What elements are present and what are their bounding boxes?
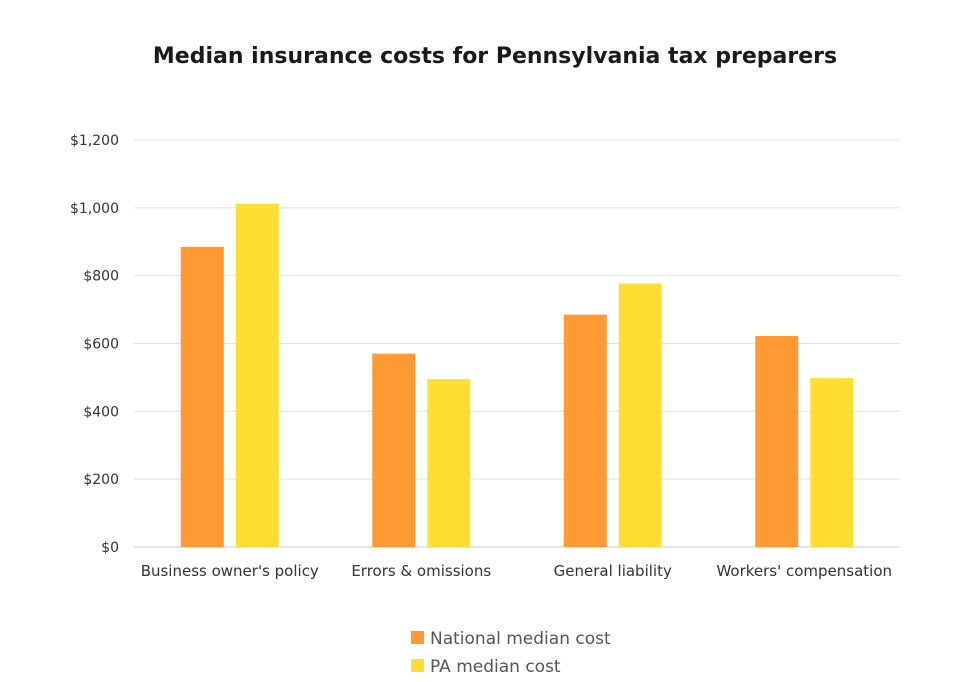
y-tick-label: $1,000 xyxy=(70,201,119,217)
bar-national-0 xyxy=(180,246,224,547)
legend-swatch xyxy=(411,659,424,672)
legend-label: National median cost xyxy=(430,629,611,649)
bar-national-2 xyxy=(563,314,607,547)
bar-national-1 xyxy=(372,353,416,547)
bar-national-3 xyxy=(755,336,799,547)
legend-swatch xyxy=(411,631,424,644)
bar-pa-0 xyxy=(235,203,279,547)
bar-pa-1 xyxy=(427,379,471,547)
y-tick-label: $0 xyxy=(101,540,119,556)
y-tick-label: $800 xyxy=(83,269,119,285)
x-tick-label: General liability xyxy=(554,562,672,580)
y-tick-label: $1,200 xyxy=(70,133,119,149)
x-axis-ticks: Business owner's policy Errors & omission… xyxy=(141,562,892,580)
y-axis-ticks: $0 $200 $400 $600 $800 $1,000 $1,200 xyxy=(70,133,119,556)
chart-title: Median insurance costs for Pennsylvania … xyxy=(153,44,837,69)
bar-pa-2 xyxy=(618,283,662,547)
x-tick-label: Workers' compensation xyxy=(716,562,892,580)
bars xyxy=(180,203,854,547)
y-tick-label: $400 xyxy=(83,404,119,420)
legend-label: PA median cost xyxy=(430,657,561,677)
x-tick-label: Business owner's policy xyxy=(141,562,319,580)
bar-pa-3 xyxy=(810,378,854,547)
y-tick-label: $200 xyxy=(83,472,119,488)
y-tick-label: $600 xyxy=(83,337,119,353)
legend: National median cost PA median cost xyxy=(411,629,611,677)
x-tick-label: Errors & omissions xyxy=(351,562,491,580)
